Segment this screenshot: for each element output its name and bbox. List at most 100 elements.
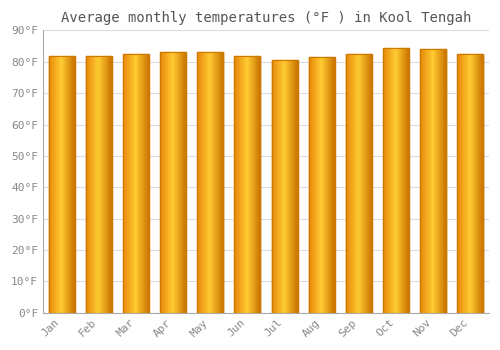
Bar <box>438 49 439 313</box>
Bar <box>48 56 49 313</box>
Bar <box>366 54 368 313</box>
Bar <box>253 56 254 313</box>
Bar <box>184 52 186 313</box>
Bar <box>316 57 317 313</box>
Bar <box>431 49 432 313</box>
Bar <box>430 49 431 313</box>
Bar <box>216 52 218 313</box>
Bar <box>390 48 391 313</box>
Bar <box>166 52 167 313</box>
Bar <box>211 52 212 313</box>
Bar <box>63 56 64 313</box>
Bar <box>323 57 324 313</box>
Bar <box>91 56 92 313</box>
Bar <box>368 54 369 313</box>
Bar <box>210 52 211 313</box>
Bar <box>399 48 400 313</box>
Bar <box>126 54 127 313</box>
Bar <box>350 54 351 313</box>
Bar <box>473 54 474 313</box>
Bar <box>326 57 327 313</box>
Bar <box>420 49 446 313</box>
Bar <box>124 54 125 313</box>
Bar <box>284 60 285 313</box>
Bar <box>276 60 278 313</box>
Bar <box>428 49 429 313</box>
Bar <box>285 60 286 313</box>
Bar <box>402 48 403 313</box>
Bar <box>89 56 90 313</box>
Bar <box>468 54 469 313</box>
Bar <box>179 52 180 313</box>
Bar <box>240 56 241 313</box>
Bar <box>204 52 205 313</box>
Bar <box>370 54 371 313</box>
Bar <box>242 56 243 313</box>
Bar <box>54 56 55 313</box>
Bar <box>246 56 248 313</box>
Bar <box>160 52 162 313</box>
Bar <box>320 57 321 313</box>
Bar <box>332 57 334 313</box>
Bar <box>291 60 292 313</box>
Bar <box>467 54 468 313</box>
Bar <box>65 56 66 313</box>
Bar <box>165 52 166 313</box>
Bar <box>221 52 222 313</box>
Bar <box>55 56 56 313</box>
Bar <box>198 52 199 313</box>
Bar <box>444 49 445 313</box>
Bar <box>100 56 102 313</box>
Bar <box>214 52 216 313</box>
Bar <box>58 56 59 313</box>
Bar <box>407 48 408 313</box>
Bar <box>315 57 316 313</box>
Bar <box>66 56 67 313</box>
Bar <box>435 49 436 313</box>
Bar <box>236 56 237 313</box>
Bar <box>205 52 206 313</box>
Bar <box>173 52 174 313</box>
Bar <box>164 52 165 313</box>
Bar <box>50 56 51 313</box>
Bar <box>176 52 177 313</box>
Bar <box>441 49 442 313</box>
Bar <box>206 52 207 313</box>
Bar <box>391 48 392 313</box>
Bar <box>329 57 330 313</box>
Bar <box>239 56 240 313</box>
Bar <box>102 56 104 313</box>
Bar <box>429 49 430 313</box>
Bar <box>408 48 409 313</box>
Bar <box>400 48 401 313</box>
Bar <box>318 57 319 313</box>
Bar <box>237 56 238 313</box>
Bar <box>235 56 236 313</box>
Bar <box>142 54 143 313</box>
Bar <box>388 48 389 313</box>
Bar <box>234 56 235 313</box>
Bar <box>51 56 52 313</box>
Bar <box>98 56 100 313</box>
Bar <box>96 56 97 313</box>
Bar <box>178 52 179 313</box>
Bar <box>94 56 95 313</box>
Bar <box>434 49 435 313</box>
Bar <box>394 48 396 313</box>
Bar <box>482 54 484 313</box>
Bar <box>109 56 110 313</box>
Bar <box>371 54 372 313</box>
Bar <box>244 56 246 313</box>
Bar <box>169 52 170 313</box>
Bar <box>469 54 470 313</box>
Bar <box>359 54 360 313</box>
Bar <box>293 60 294 313</box>
Bar <box>294 60 295 313</box>
Bar <box>67 56 68 313</box>
Bar <box>286 60 287 313</box>
Bar <box>422 49 424 313</box>
Bar <box>202 52 203 313</box>
Bar <box>310 57 312 313</box>
Bar <box>92 56 93 313</box>
Bar <box>351 54 352 313</box>
